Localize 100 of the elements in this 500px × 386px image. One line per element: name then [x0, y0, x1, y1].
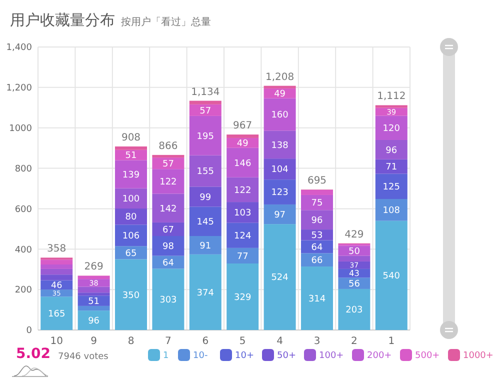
data-label: 122: [160, 178, 177, 188]
data-label: 125: [382, 182, 400, 193]
bar: [115, 188, 147, 209]
bar: [264, 180, 296, 204]
bar: [375, 199, 408, 221]
bar: [301, 190, 333, 195]
data-label: 106: [122, 232, 140, 242]
data-label: 53: [311, 231, 323, 242]
x-tick-label: 6: [202, 336, 209, 347]
bar: [40, 296, 73, 330]
data-label: 96: [88, 316, 100, 326]
bar: [264, 158, 296, 180]
bar: [115, 246, 147, 260]
y-tick-label: 0: [26, 326, 32, 336]
bar: [375, 159, 408, 174]
data-label: 96: [311, 216, 323, 226]
legend-label: 1000+: [463, 351, 494, 362]
legend-label: 100+: [319, 351, 344, 362]
total-label: 967: [233, 120, 252, 132]
bar: [152, 236, 184, 256]
x-tick-label: 9: [90, 336, 97, 347]
x-tick-label: 2: [351, 336, 358, 347]
data-label: 64: [162, 258, 174, 268]
bar: [78, 296, 110, 306]
bar: [115, 208, 147, 225]
total-label: 269: [84, 262, 104, 273]
data-label: 49: [274, 90, 286, 100]
x-tick-label: 10: [50, 336, 63, 347]
bar: [189, 100, 222, 104]
legend-label: 1: [163, 351, 169, 362]
data-label: 71: [386, 162, 398, 173]
data-label: 51: [125, 151, 137, 162]
data-label: 100: [122, 194, 140, 205]
bar: [189, 236, 222, 254]
bar: [189, 206, 222, 236]
y-tick-label: 1,200: [6, 84, 32, 94]
bar: [226, 248, 259, 264]
legend-label: 10-: [193, 351, 208, 362]
data-label: 64: [311, 242, 323, 253]
data-label: 120: [382, 124, 400, 134]
bar: [78, 286, 110, 293]
data-label: 65: [125, 248, 137, 259]
data-label: 57: [200, 106, 212, 116]
chart-title: 用户收藏量分布: [10, 11, 115, 29]
bar: [338, 261, 370, 269]
bar: [375, 105, 408, 108]
data-label: 139: [122, 170, 140, 180]
data-label: 146: [234, 158, 252, 169]
bar: [301, 240, 333, 254]
bar: [78, 292, 110, 296]
y-tick-label: 600: [14, 204, 32, 215]
total-label: 429: [344, 229, 364, 240]
x-tick-label: 1: [388, 336, 395, 347]
bar: [152, 154, 184, 158]
total-label: 358: [47, 244, 66, 255]
chart-subtitle: 按用户「看过」总量: [121, 16, 211, 28]
data-label: 329: [234, 292, 252, 303]
data-label: 160: [271, 110, 289, 121]
data-label: 138: [271, 140, 289, 151]
bar: [264, 98, 296, 131]
data-label: 57: [162, 159, 174, 170]
data-label: 103: [234, 208, 252, 219]
bar: [375, 140, 408, 160]
data-label: 155: [196, 167, 214, 178]
data-label: 77: [236, 252, 248, 262]
data-label: 97: [274, 210, 286, 220]
bar: [40, 260, 73, 265]
data-label: 96: [386, 146, 398, 156]
x-tick-label: 5: [239, 336, 246, 347]
data-label: 123: [271, 188, 288, 198]
data-label: 91: [200, 241, 212, 252]
data-label: 50: [348, 246, 360, 257]
bar: [78, 306, 110, 311]
bar: [40, 274, 73, 280]
x-tick-label: 3: [314, 336, 320, 347]
data-label: 524: [271, 273, 289, 284]
bar: [152, 158, 184, 170]
bar: [338, 256, 370, 262]
bar: [226, 222, 259, 248]
data-label: 203: [346, 306, 363, 316]
data-label: 165: [48, 309, 66, 320]
data-label: 75: [311, 198, 323, 209]
bar: [189, 186, 222, 207]
bar: [78, 276, 110, 280]
bar: [152, 268, 184, 330]
bar: [264, 86, 296, 88]
data-label: 49: [236, 139, 249, 150]
bar: [40, 264, 73, 269]
y-tick-label: 200: [14, 286, 32, 296]
bar: [115, 160, 147, 188]
text: 5.02: [16, 346, 51, 362]
bar: [115, 146, 147, 150]
bar: [226, 148, 259, 178]
total-label: 695: [307, 176, 327, 187]
data-label: 124: [234, 232, 252, 242]
bar: [40, 268, 73, 275]
y-tick-label: 400: [14, 245, 32, 256]
bar: [301, 194, 333, 210]
bar: [226, 263, 259, 330]
total-label: 1,208: [265, 72, 294, 83]
